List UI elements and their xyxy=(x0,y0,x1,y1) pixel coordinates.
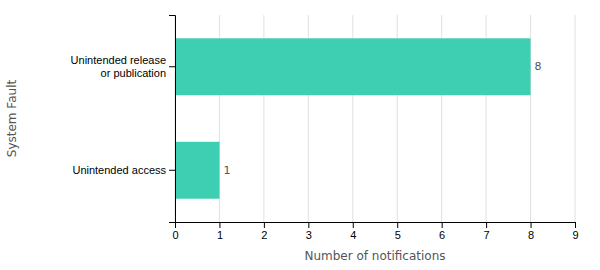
tick-label: Unintended access xyxy=(72,164,166,176)
bar xyxy=(175,142,219,199)
tick: 1 xyxy=(217,222,223,241)
plot: 0 1 2 3 4 5 6 7 8 9 Unintended access Unintended re… xyxy=(71,15,579,241)
tick-mark xyxy=(169,170,175,171)
tick-label: 9 xyxy=(572,229,578,241)
y-axis: Unintended access Unintended releaseor pu… xyxy=(71,16,176,223)
x-axis: 0 1 2 3 4 5 6 7 8 9 xyxy=(172,222,578,241)
x-axis-title: Number of notifications xyxy=(304,249,445,263)
tick-label: 6 xyxy=(439,229,445,241)
tick: 9 xyxy=(572,222,578,241)
bar xyxy=(175,38,531,95)
data-labels: 18 xyxy=(223,60,541,177)
grid xyxy=(175,15,575,222)
axis-line xyxy=(176,223,576,229)
tick: 0 xyxy=(172,222,178,241)
data-label: 8 xyxy=(535,60,542,73)
tick-label: 3 xyxy=(306,229,312,241)
tick: 3 xyxy=(306,222,312,241)
tick-mark xyxy=(264,222,265,228)
tick-mark xyxy=(575,222,576,228)
tick-mark xyxy=(442,222,443,228)
tick: 2 xyxy=(261,222,267,241)
bars xyxy=(175,38,531,198)
tick: 5 xyxy=(395,222,401,241)
tick-label: 1 xyxy=(217,229,223,241)
tick: Unintended releaseor publication xyxy=(71,54,175,79)
tick-label: 4 xyxy=(350,229,356,241)
tick: 6 xyxy=(439,222,445,241)
tick-label: 0 xyxy=(172,229,178,241)
chart: 0 1 2 3 4 5 6 7 8 9 Unintended access Unintended re… xyxy=(0,0,600,270)
tick-label: Unintended releaseor publication xyxy=(71,54,166,79)
tick-label: 8 xyxy=(528,229,534,241)
tick-label: 7 xyxy=(484,229,490,241)
tick-label: 5 xyxy=(395,229,401,241)
tick-mark xyxy=(486,222,487,228)
axis-line xyxy=(169,16,176,223)
tick-mark xyxy=(353,222,354,228)
tick-mark xyxy=(397,222,398,228)
tick-mark xyxy=(308,222,309,228)
tick-mark xyxy=(169,66,175,67)
tick-label: 2 xyxy=(261,229,267,241)
tick: 8 xyxy=(528,222,534,241)
y-axis-title: System Fault xyxy=(5,80,19,158)
tick-mark xyxy=(219,222,220,228)
tick: 4 xyxy=(350,222,356,241)
tick-mark xyxy=(531,222,532,228)
tick: Unintended access xyxy=(72,164,175,176)
grid-line xyxy=(575,15,576,222)
tick: 7 xyxy=(484,222,490,241)
data-label: 1 xyxy=(223,164,230,177)
